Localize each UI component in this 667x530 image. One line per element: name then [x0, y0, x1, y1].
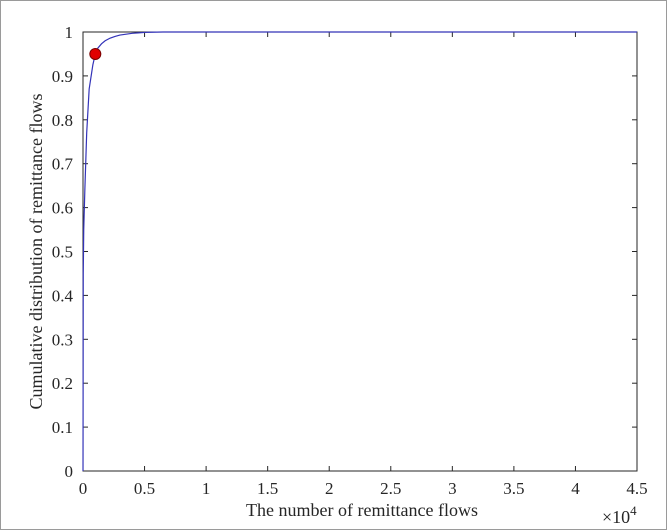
- y-tick-label: 0: [65, 462, 74, 481]
- y-tick-label: 0.6: [52, 199, 73, 218]
- x-exponent-label: ×104: [602, 503, 637, 527]
- y-tick-label: 0.4: [52, 286, 74, 305]
- x-tick-label: 3: [448, 479, 457, 498]
- highlight-point-marker: [89, 47, 102, 60]
- x-tick-label: 3.5: [503, 479, 524, 498]
- x-axis-label: The number of remittance flows: [246, 500, 478, 520]
- x-tick-label: 0.5: [134, 479, 155, 498]
- y-tick-label: 0.3: [52, 330, 73, 349]
- y-tick-label: 0.2: [52, 374, 73, 393]
- y-tick-label: 0.7: [52, 155, 74, 174]
- x-tick-label: 2: [325, 479, 334, 498]
- y-tick-label: 0.9: [52, 67, 73, 86]
- cdf-series-line: [82, 31, 637, 472]
- x-tick-label: 0: [79, 479, 88, 498]
- x-exponent-power: 4: [630, 503, 637, 518]
- y-tick-label: 0.1: [52, 418, 73, 437]
- x-tick-label: 4: [571, 479, 580, 498]
- x-tick-label: 2.5: [380, 479, 401, 498]
- plot-area-box: [82, 31, 638, 472]
- x-tick-label: 4.5: [626, 479, 647, 498]
- x-tick-label: 1: [202, 479, 211, 498]
- y-tick-label: 1: [65, 23, 74, 42]
- y-axis-label: Cumulative distribution of remittance fl…: [26, 94, 46, 410]
- y-tick-label: 0.5: [52, 243, 73, 262]
- x-tick-label: 1.5: [257, 479, 278, 498]
- y-tick-label: 0.8: [52, 111, 73, 130]
